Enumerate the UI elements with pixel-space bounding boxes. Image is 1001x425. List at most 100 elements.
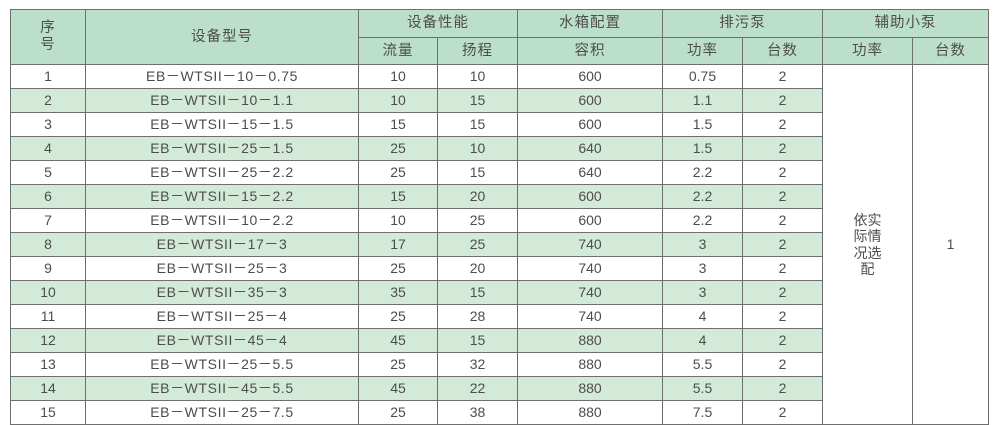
cell-volume: 600 (517, 88, 663, 113)
cell-flow: 35 (358, 280, 438, 305)
cell-pump-qty: 2 (742, 352, 823, 377)
cell-pump-power: 5.5 (662, 376, 743, 401)
cell-volume: 880 (517, 352, 663, 377)
cell-seq: 12 (10, 328, 86, 353)
cell-model: EB－WTSII－25－1.5 (85, 136, 359, 161)
table-row: 14 EB－WTSII－45－5.5 45 22 880 5.5 2 (10, 376, 989, 401)
cell-head: 28 (437, 304, 518, 329)
cell-pump-qty: 2 (742, 280, 823, 305)
cell-pump-power: 7.5 (662, 400, 743, 425)
cell-seq: 15 (10, 400, 86, 425)
cell-flow: 45 (358, 328, 438, 353)
cell-pump-qty: 2 (742, 400, 823, 425)
cell-pump-qty: 2 (742, 328, 823, 353)
cell-volume: 880 (517, 328, 663, 353)
cell-model: EB－WTSII－17－3 (85, 232, 359, 257)
cell-pump-power: 3 (662, 232, 743, 257)
cell-pump-power: 2.2 (662, 208, 743, 233)
cell-head: 32 (437, 352, 518, 377)
cell-flow: 25 (358, 352, 438, 377)
cell-head: 15 (437, 88, 518, 113)
cell-head: 38 (437, 400, 518, 425)
cell-head: 25 (437, 208, 518, 233)
cell-model: EB－WTSII－10－0.75 (85, 64, 359, 89)
cell-aux-qty-merged: 1 (912, 64, 989, 425)
table-row: 6 EB－WTSII－15－2.2 15 20 600 2.2 2 (10, 184, 989, 209)
cell-model: EB－WTSII－15－1.5 (85, 112, 359, 137)
cell-head: 22 (437, 376, 518, 401)
cell-volume: 600 (517, 208, 663, 233)
cell-pump-power: 3 (662, 280, 743, 305)
cell-volume: 600 (517, 64, 663, 89)
equipment-spec-table: 序 号 设备型号 设备性能 水箱配置 排污泵 辅助小泵 流量 扬程 容积 功率 … (10, 9, 989, 425)
cell-model: EB－WTSII－10－1.1 (85, 88, 359, 113)
cell-flow: 25 (358, 304, 438, 329)
header-pump-power: 功率 (662, 37, 743, 65)
cell-seq: 14 (10, 376, 86, 401)
cell-flow: 25 (358, 400, 438, 425)
cell-flow: 10 (358, 208, 438, 233)
cell-seq: 9 (10, 256, 86, 281)
cell-pump-qty: 2 (742, 88, 823, 113)
cell-model: EB－WTSII－45－4 (85, 328, 359, 353)
table-body: 1 EB－WTSII－10－0.75 10 10 600 0.75 2 依实 际情 况选配 1 2 EB… (10, 64, 989, 425)
table-row: 10 EB－WTSII－35－3 35 15 740 3 2 (10, 280, 989, 305)
cell-volume: 600 (517, 184, 663, 209)
cell-volume: 740 (517, 232, 663, 257)
cell-volume: 740 (517, 280, 663, 305)
cell-flow: 10 (358, 64, 438, 89)
cell-seq: 3 (10, 112, 86, 137)
cell-pump-qty: 2 (742, 208, 823, 233)
header-row-group: 序 号 设备型号 设备性能 水箱配置 排污泵 辅助小泵 (10, 9, 989, 65)
table-row: 13 EB－WTSII－25－5.5 25 32 880 5.5 2 (10, 352, 989, 377)
cell-head: 15 (437, 328, 518, 353)
header-aux-power: 功率 (822, 37, 913, 65)
table-row: 15 EB－WTSII－25－7.5 25 38 880 7.5 2 (10, 400, 989, 425)
table-row: 7 EB－WTSII－10－2.2 10 25 600 2.2 2 (10, 208, 989, 233)
cell-model: EB－WTSII－15－2.2 (85, 184, 359, 209)
cell-volume: 640 (517, 136, 663, 161)
cell-seq: 6 (10, 184, 86, 209)
cell-head: 20 (437, 256, 518, 281)
cell-head: 25 (437, 232, 518, 257)
cell-volume: 880 (517, 376, 663, 401)
cell-volume: 600 (517, 112, 663, 137)
table-row: 4 EB－WTSII－25－1.5 25 10 640 1.5 2 (10, 136, 989, 161)
cell-flow: 25 (358, 160, 438, 185)
table-header: 序 号 设备型号 设备性能 水箱配置 排污泵 辅助小泵 流量 扬程 容积 功率 … (10, 9, 989, 65)
cell-seq: 4 (10, 136, 86, 161)
cell-head: 15 (437, 280, 518, 305)
table-row: 9 EB－WTSII－25－3 25 20 740 3 2 (10, 256, 989, 281)
cell-head: 20 (437, 184, 518, 209)
cell-model: EB－WTSII－25－3 (85, 256, 359, 281)
cell-pump-power: 2.2 (662, 184, 743, 209)
cell-pump-power: 4 (662, 304, 743, 329)
cell-pump-qty: 2 (742, 112, 823, 137)
cell-seq: 10 (10, 280, 86, 305)
cell-pump-power: 3 (662, 256, 743, 281)
cell-seq: 2 (10, 88, 86, 113)
cell-seq: 5 (10, 160, 86, 185)
cell-flow: 25 (358, 256, 438, 281)
table-row: 1 EB－WTSII－10－0.75 10 10 600 0.75 2 依实 际情 况选配 1 (10, 64, 989, 425)
cell-model: EB－WTSII－25－4 (85, 304, 359, 329)
header-group-sewage-pump: 排污泵 (662, 9, 823, 38)
cell-pump-qty: 2 (742, 64, 823, 89)
cell-model: EB－WTSII－25－7.5 (85, 400, 359, 425)
cell-flow: 25 (358, 136, 438, 161)
cell-flow: 15 (358, 112, 438, 137)
header-seq: 序 号 (10, 9, 86, 65)
table-row: 3 EB－WTSII－15－1.5 15 15 600 1.5 2 (10, 112, 989, 137)
cell-model: EB－WTSII－45－5.5 (85, 376, 359, 401)
header-row-sub: 流量 扬程 容积 功率 台数 功率 台数 (11, 37, 989, 65)
cell-model: EB－WTSII－10－2.2 (85, 208, 359, 233)
header-seq-line1: 序 (40, 20, 56, 37)
header-group-aux-pump: 辅助小泵 (822, 9, 989, 38)
cell-model: EB－WTSII－25－5.5 (85, 352, 359, 377)
table-row: 12 EB－WTSII－45－4 45 15 880 4 2 (10, 328, 989, 353)
header-group-tank: 水箱配置 (517, 9, 663, 38)
cell-volume: 740 (517, 304, 663, 329)
cell-volume: 640 (517, 160, 663, 185)
cell-pump-power: 1.5 (662, 136, 743, 161)
cell-flow: 45 (358, 376, 438, 401)
